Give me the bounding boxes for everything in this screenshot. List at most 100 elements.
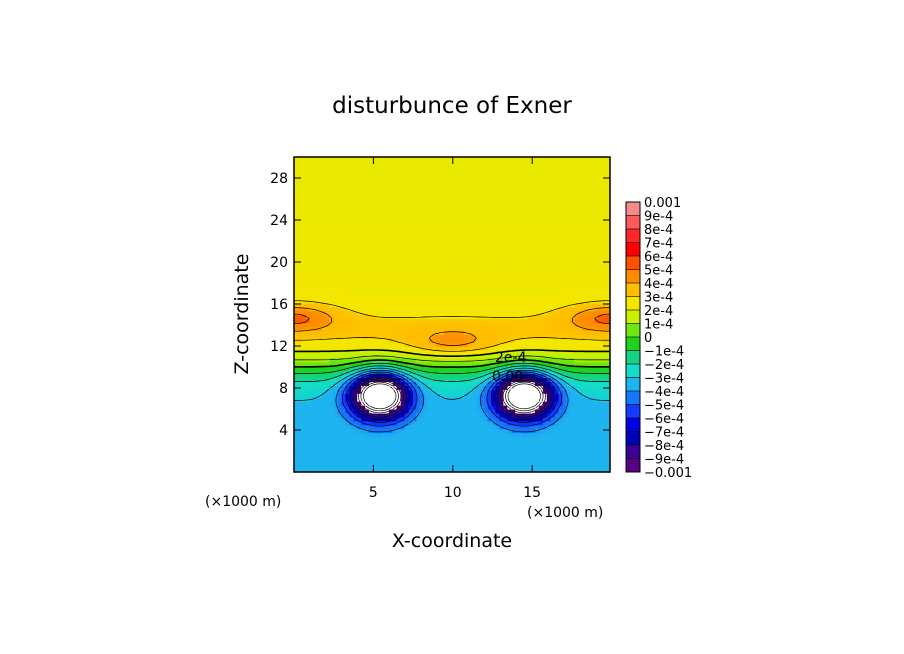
- heatmap-cell: [507, 393, 512, 398]
- heatmap-cell: [444, 412, 449, 418]
- heatmap-cell: [444, 290, 449, 296]
- heatmap-cell: [495, 424, 500, 430]
- heatmap-cell: [392, 235, 398, 241]
- heatmap-cell: [511, 409, 516, 414]
- heatmap-cell: [475, 334, 481, 339]
- heatmap-cell: [376, 460, 382, 465]
- heatmap-cell: [309, 373, 315, 379]
- heatmap-cell: [313, 286, 319, 292]
- heatmap-cell: [329, 361, 335, 367]
- heatmap-cell: [558, 428, 564, 434]
- heatmap-cell: [515, 409, 520, 414]
- heatmap-cell: [602, 251, 607, 257]
- heatmap-cell: [574, 275, 579, 280]
- heatmap-cell: [349, 420, 354, 426]
- heatmap-cell: [471, 247, 477, 253]
- heatmap-cell: [463, 271, 469, 276]
- heatmap-cell: [534, 444, 540, 449]
- heatmap-cell: [574, 428, 579, 434]
- heatmap-cell: [440, 255, 445, 260]
- heatmap-cell: [412, 334, 418, 339]
- heatmap-cell: [444, 424, 449, 430]
- heatmap-cell: [582, 231, 587, 237]
- heatmap-cell: [495, 298, 500, 304]
- heatmap-cell: [353, 444, 358, 449]
- heatmap-cell: [495, 239, 500, 245]
- heatmap-cell: [598, 428, 603, 434]
- heatmap-cell: [452, 326, 457, 331]
- heatmap-cell: [594, 460, 599, 465]
- heatmap-cell: [527, 318, 532, 323]
- heatmap-cell: [396, 432, 402, 438]
- heatmap-cell: [562, 397, 568, 402]
- heatmap-cell: [527, 349, 532, 355]
- heatmap-cell: [294, 322, 299, 327]
- heatmap-cell: [333, 298, 339, 304]
- heatmap-cell: [416, 468, 421, 472]
- heatmap-cell: [416, 440, 421, 446]
- heatmap-cell: [376, 306, 382, 312]
- heatmap-cell: [566, 310, 572, 316]
- heatmap-cell: [341, 279, 346, 284]
- heatmap-cell: [321, 405, 327, 410]
- heatmap-cell: [594, 239, 599, 245]
- heatmap-cell: [566, 294, 572, 300]
- heatmap-cell: [546, 298, 552, 304]
- heatmap-cell: [432, 294, 437, 300]
- heatmap-cell: [499, 444, 504, 449]
- heatmap-cell: [542, 239, 548, 245]
- heatmap-cell: [491, 330, 497, 335]
- heatmap-cell: [420, 330, 425, 335]
- heatmap-cell: [519, 239, 524, 245]
- heatmap-cell: [515, 286, 520, 292]
- heatmap-cell: [396, 436, 402, 442]
- heatmap-cell: [578, 302, 583, 308]
- heatmap-cell: [380, 298, 386, 304]
- heatmap-cell: [503, 456, 508, 461]
- heatmap-cell: [471, 239, 477, 245]
- heatmap-cell: [475, 377, 481, 383]
- heatmap-cell: [542, 271, 548, 276]
- heatmap-cell: [345, 420, 350, 426]
- heatmap-cell: [550, 393, 556, 398]
- heatmap-cell: [376, 318, 382, 323]
- heatmap-cell: [495, 338, 500, 343]
- heatmap-cell: [538, 318, 544, 323]
- heatmap-cell: [570, 247, 576, 253]
- heatmap-cell: [353, 369, 358, 375]
- heatmap-cell: [309, 420, 315, 426]
- heatmap-cell: [594, 361, 599, 367]
- heatmap-cell: [448, 302, 453, 308]
- heatmap-cell: [416, 409, 421, 414]
- heatmap-cell: [297, 271, 303, 276]
- heatmap-cell: [538, 342, 544, 347]
- heatmap-cell: [534, 330, 540, 335]
- heatmap-cell: [412, 448, 418, 453]
- heatmap-cell: [321, 361, 327, 367]
- heatmap-cell: [305, 448, 311, 453]
- heatmap-cell: [396, 460, 402, 465]
- heatmap-cell: [432, 243, 437, 249]
- heatmap-cell: [301, 235, 307, 241]
- heatmap-cell: [452, 436, 457, 442]
- heatmap-cell: [309, 294, 315, 300]
- heatmap-cell: [333, 330, 339, 335]
- heatmap-cell: [606, 271, 610, 276]
- heatmap-cell: [353, 349, 358, 355]
- heatmap-cell: [412, 389, 418, 394]
- heatmap-cell: [313, 456, 319, 461]
- heatmap-cell: [388, 330, 394, 335]
- heatmap-cell: [479, 389, 485, 394]
- heatmap-cell: [337, 326, 342, 331]
- heatmap-cell: [333, 346, 339, 351]
- heatmap-cell: [590, 271, 595, 276]
- heatmap-cell: [452, 310, 457, 316]
- heatmap-cell: [380, 456, 386, 461]
- heatmap-cell: [313, 223, 319, 229]
- heatmap-cell: [487, 409, 493, 414]
- heatmap-cell: [294, 243, 299, 249]
- heatmap-cell: [428, 440, 433, 446]
- heatmap-cell: [305, 275, 311, 280]
- heatmap-cell: [483, 302, 489, 308]
- heatmap-cell: [546, 452, 552, 457]
